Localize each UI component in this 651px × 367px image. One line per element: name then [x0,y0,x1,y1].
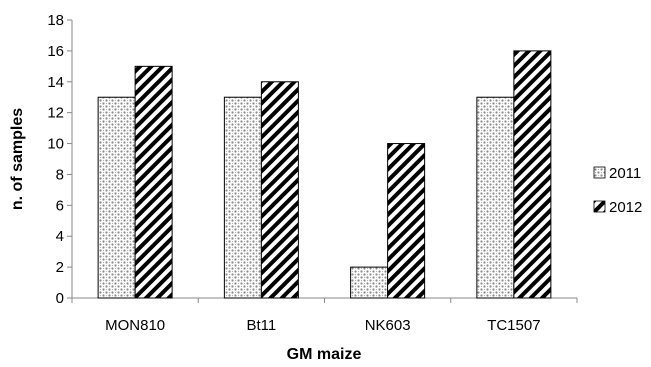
bar-2011-MON810 [97,96,136,299]
bar-2011-TC1507 [476,96,515,299]
bar-2011-NK603 [350,266,389,299]
bars [97,50,552,299]
y-tick-label: 8 [56,166,64,183]
legend: 2011 2012 [593,165,642,216]
x-axis: MON810 Bt11 NK603 TC1507 [71,297,578,334]
y-tick-label: 18 [47,12,64,29]
legend-label-2011: 2011 [609,165,641,182]
y-axis-title: n. of samples [9,108,26,210]
x-tick-label: TC1507 [487,317,540,334]
legend-swatch-2012 [593,200,606,213]
y-tick-label: 12 [47,105,64,122]
y-tick-label: 4 [56,228,64,245]
bar-2012-TC1507 [513,50,552,299]
bar-2012-NK603 [387,143,426,299]
y-tick-label: 14 [47,74,64,91]
legend-swatch-2011 [593,166,606,179]
bar-2012-Bt11 [260,81,299,299]
bar-2011-Bt11 [223,96,262,299]
x-tick-label: NK603 [365,317,411,334]
y-tick-label: 16 [47,43,64,60]
legend-label-2012: 2012 [609,199,642,216]
y-axis: 0 2 4 6 8 10 12 14 16 18 [47,12,73,307]
x-tick-label: MON810 [105,317,165,334]
y-tick-label: 10 [47,136,64,153]
y-tick-label: 0 [56,290,64,307]
bar-2012-MON810 [134,65,173,299]
y-tick-label: 2 [56,259,64,276]
y-tick-label: 6 [56,197,64,214]
x-axis-title: GM maize [287,346,362,363]
x-tick-label: Bt11 [247,317,277,334]
